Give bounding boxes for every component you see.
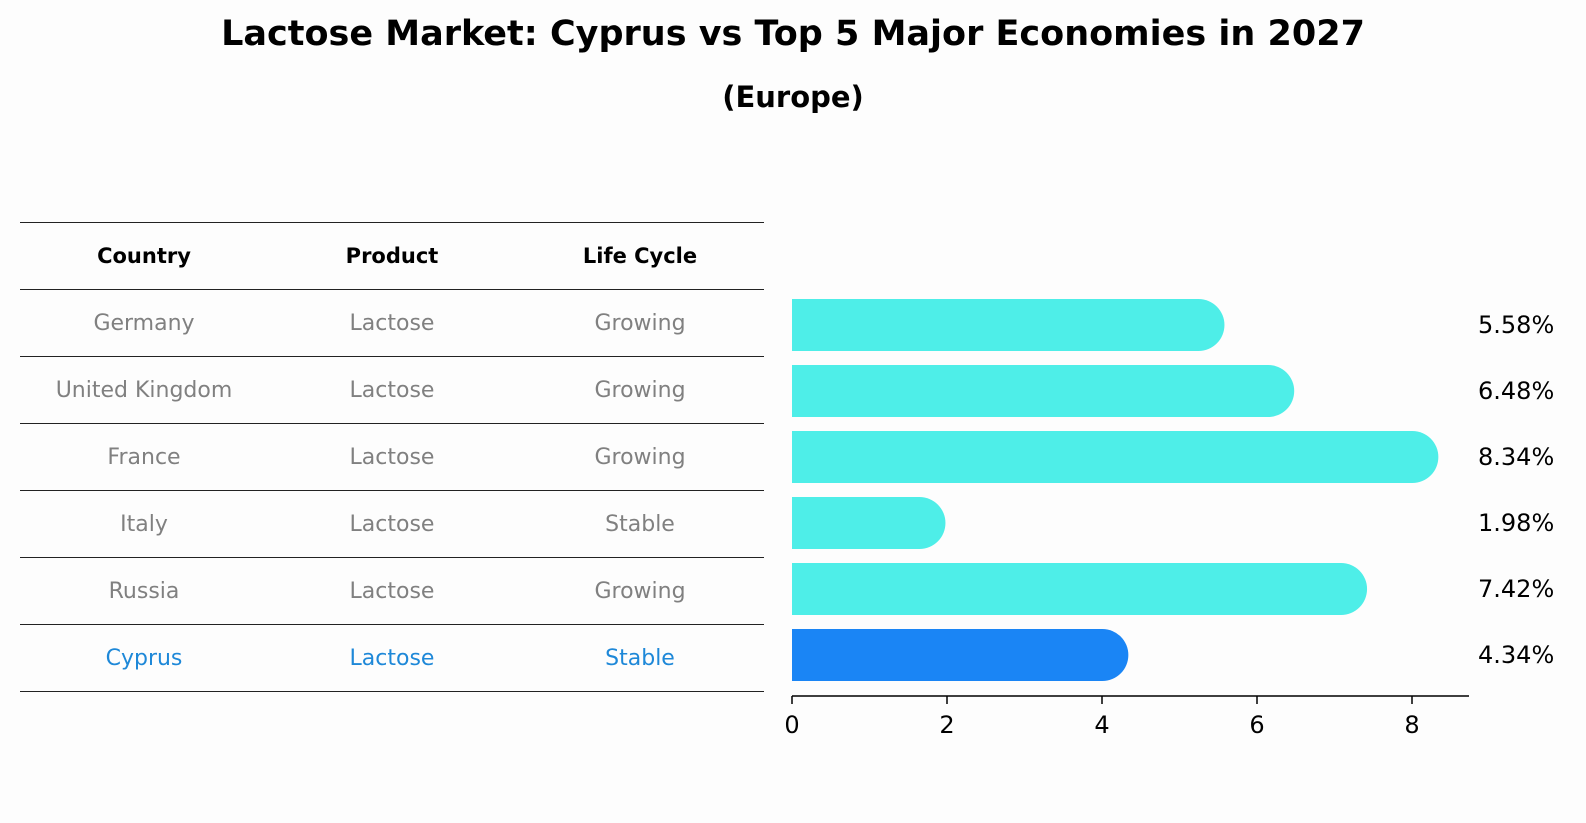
- country-cell: Russia: [108, 578, 180, 604]
- x-tick-label: 4: [1094, 711, 1109, 739]
- table-row-highlight: Cyprus Lactose Stable: [20, 625, 764, 692]
- country-cell: Italy: [120, 511, 168, 537]
- header-country: Country: [97, 244, 191, 268]
- product-cell: Lactose: [349, 511, 435, 537]
- bar: [792, 365, 1295, 417]
- product-cell: Lactose: [349, 310, 435, 336]
- bar-value-label: 5.58%: [1478, 311, 1554, 339]
- bar: [792, 563, 1368, 615]
- table-row: Germany Lactose Growing: [20, 290, 764, 357]
- product-cell: Lactose: [349, 578, 435, 604]
- product-cell: Lactose: [349, 444, 435, 470]
- bar-value-label: 8.34%: [1478, 443, 1554, 471]
- bar-highlight: [792, 629, 1129, 681]
- bar-value-label: 6.48%: [1478, 377, 1554, 405]
- life-cycle-cell: Growing: [594, 444, 686, 470]
- life-cycle-cell: Stable: [605, 511, 675, 537]
- country-cell: Germany: [93, 310, 195, 336]
- bar-value-label: 1.98%: [1478, 509, 1554, 537]
- life-cycle-cell: Growing: [594, 377, 686, 403]
- table-row: France Lactose Growing: [20, 424, 764, 491]
- life-cycle-cell: Stable: [605, 645, 675, 671]
- bar: [792, 431, 1439, 483]
- table-row: Italy Lactose Stable: [20, 491, 764, 558]
- x-tick-label: 0: [784, 711, 799, 739]
- bar: [792, 497, 946, 549]
- bar-value-label: 4.34%: [1478, 641, 1554, 669]
- x-tick-label: 8: [1404, 711, 1419, 739]
- header-product: Product: [345, 244, 439, 268]
- bar-value-label: 7.42%: [1478, 575, 1554, 603]
- x-tick-label: 6: [1249, 711, 1264, 739]
- product-cell: Lactose: [349, 645, 435, 671]
- life-cycle-cell: Growing: [594, 578, 686, 604]
- life-cycle-cell: Growing: [594, 310, 686, 336]
- country-cell: Cyprus: [105, 645, 183, 671]
- bar: [792, 299, 1225, 351]
- country-cell: France: [107, 444, 181, 470]
- market-table: Country Product Life Cycle Germany Lacto…: [20, 222, 764, 692]
- chart-subtitle: (Europe): [722, 80, 864, 114]
- chart-title: Lactose Market: Cyprus vs Top 5 Major Ec…: [221, 14, 1365, 54]
- table-row: Russia Lactose Growing: [20, 558, 764, 625]
- product-cell: Lactose: [349, 377, 435, 403]
- table-header-row: Country Product Life Cycle: [20, 222, 764, 290]
- x-tick-label: 2: [939, 711, 954, 739]
- table-row: United Kingdom Lactose Growing: [20, 357, 764, 424]
- header-life-cycle: Life Cycle: [582, 244, 698, 268]
- country-cell: United Kingdom: [55, 377, 233, 403]
